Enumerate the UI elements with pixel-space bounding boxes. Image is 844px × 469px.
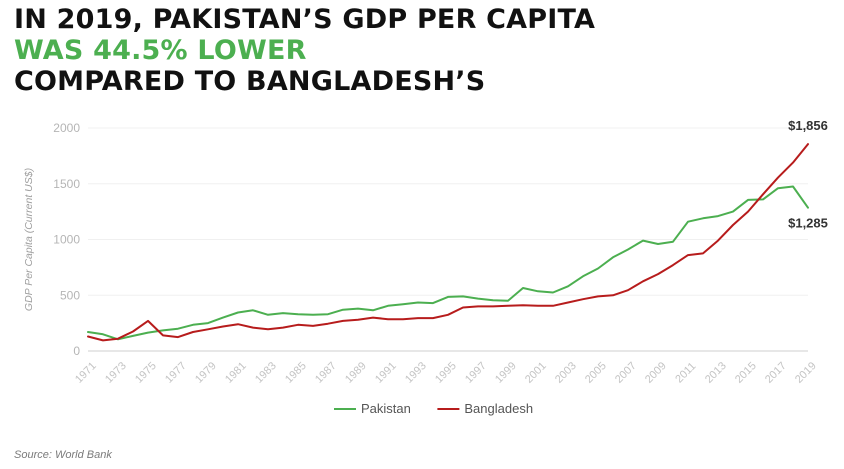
- x-tick-label: 2011: [673, 360, 698, 385]
- legend-label-bangladesh: Bangladesh: [464, 401, 533, 416]
- x-tick-label: 2013: [703, 360, 729, 386]
- y-tick-label: 2000: [53, 121, 80, 135]
- x-tick-label: 1999: [493, 360, 519, 386]
- end-value-label-bangladesh: $1,856: [788, 118, 828, 133]
- end-value-label-pakistan: $1,285: [788, 216, 828, 231]
- y-tick-label: 500: [60, 288, 80, 302]
- series-line-bangladesh: [87, 143, 809, 342]
- title-line-2-highlight: WAS 44.5% LOWER: [14, 35, 307, 66]
- x-tick-label: 2019: [793, 360, 819, 386]
- x-tick-label: 1971: [73, 360, 99, 386]
- title-line-3: COMPARED TO BANGLADESH’S: [14, 66, 486, 97]
- x-tick-label: 2015: [733, 360, 759, 386]
- x-tick-label: 1995: [433, 360, 459, 386]
- title-line-1: IN 2019, PAKISTAN’S GDP PER CAPITA: [14, 4, 596, 35]
- x-tick-label: 1985: [283, 360, 309, 386]
- x-tick-label: 1997: [463, 360, 489, 386]
- x-tick-label: 1973: [103, 360, 129, 386]
- legend-label-pakistan: Pakistan: [361, 401, 411, 416]
- x-tick-label: 1993: [403, 360, 429, 386]
- series-line-pakistan: [87, 185, 809, 341]
- x-tick-label: 1989: [343, 360, 369, 386]
- x-tick-label: 2001: [523, 360, 549, 386]
- x-tick-label: 2003: [553, 360, 579, 386]
- source-note: Source: World Bank: [14, 449, 112, 461]
- x-tick-label: 2007: [613, 360, 639, 386]
- x-tick-label: 1983: [253, 360, 279, 386]
- x-tick-label: 2009: [643, 360, 669, 386]
- chart-title: IN 2019, PAKISTAN’S GDP PER CAPITA WAS 4…: [14, 4, 595, 97]
- y-tick-label: 1500: [53, 177, 80, 191]
- x-tick-label: 1987: [313, 360, 339, 386]
- y-tick-label: 0: [73, 344, 80, 358]
- x-tick-label: 1977: [163, 360, 189, 386]
- x-tick-label: 2005: [583, 360, 609, 386]
- x-tick-label: 1991: [373, 360, 399, 386]
- y-tick-label: 1000: [53, 233, 80, 247]
- y-axis-label: GDP Per Capita (Current US$): [23, 168, 35, 311]
- x-tick-label: 1975: [133, 360, 159, 386]
- x-tick-label: 2017: [763, 360, 789, 386]
- x-tick-label: 1979: [193, 360, 219, 386]
- x-tick-label: 1981: [223, 360, 249, 386]
